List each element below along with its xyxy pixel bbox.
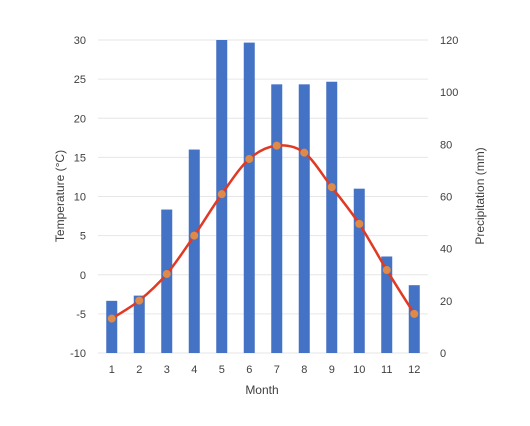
left-tick-label: -5 (76, 309, 86, 321)
x-tick-label: 1 (109, 364, 115, 376)
precipitation-bars (106, 40, 420, 353)
right-tick-label: 60 (440, 192, 452, 204)
temperature-point (327, 183, 336, 192)
x-tick-label: 2 (136, 364, 142, 376)
precipitation-bar (326, 81, 338, 353)
temperature-point (245, 154, 254, 163)
precipitation-bar (106, 300, 118, 353)
left-tick-label: 30 (74, 35, 86, 47)
left-tick-label: -10 (70, 348, 86, 360)
left-tick-label: 5 (80, 231, 86, 243)
temperature-point (355, 219, 364, 228)
temperature-point (272, 141, 281, 150)
precipitation-bar (188, 149, 200, 353)
precipitation-bar (353, 188, 365, 353)
right-tick-label: 120 (440, 35, 458, 47)
precipitation-bar (271, 84, 283, 353)
x-tick-label: 5 (219, 364, 225, 376)
left-tick-label: 10 (74, 192, 86, 204)
left-tick-label: 15 (74, 152, 86, 164)
temperature-point (300, 148, 309, 157)
temperature-point (190, 231, 199, 240)
x-axis-title: Month (245, 383, 278, 397)
x-tick-label: 10 (353, 364, 365, 376)
precipitation-bar (161, 209, 173, 353)
left-tick-label: 25 (74, 74, 86, 86)
right-y-axis: 0 20 40 60 80 100 120 (440, 35, 458, 360)
temperature-point (135, 296, 144, 305)
right-tick-label: 20 (440, 296, 452, 308)
precipitation-bar (298, 84, 310, 353)
right-tick-label: 0 (440, 348, 446, 360)
temperature-line (107, 141, 419, 323)
temperature-point (410, 309, 419, 318)
right-tick-label: 80 (440, 139, 452, 151)
x-tick-label: 9 (329, 364, 335, 376)
temperature-point (217, 190, 226, 199)
right-tick-label: 100 (440, 87, 458, 99)
precipitation-bar (408, 285, 420, 353)
right-tick-label: 40 (440, 244, 452, 256)
x-tick-label: 11 (381, 364, 392, 376)
x-tick-label: 12 (408, 364, 420, 376)
x-axis: 1 2 3 4 5 6 7 8 9 10 11 12 (109, 364, 421, 376)
x-tick-label: 7 (274, 364, 280, 376)
precipitation-bar (381, 256, 393, 353)
right-y-axis-title: Precipitation (mm) (473, 147, 487, 244)
temperature-line-path (111, 144, 416, 320)
precipitation-bar (133, 295, 145, 353)
temperature-point (382, 266, 391, 275)
x-tick-label: 4 (191, 364, 197, 376)
left-tick-label: 0 (80, 270, 86, 282)
gridlines (98, 39, 428, 354)
left-y-axis: -10 -5 0 5 10 15 20 25 30 (70, 35, 86, 360)
x-tick-label: 6 (246, 364, 252, 376)
x-tick-label: 8 (301, 364, 307, 376)
left-tick-label: 20 (74, 113, 86, 125)
left-y-axis-title: Temperature (°C) (53, 150, 67, 242)
x-tick-label: 3 (164, 364, 170, 376)
temperature-point (107, 314, 116, 323)
precipitation-bar (243, 42, 255, 353)
temperature-point (162, 269, 171, 278)
